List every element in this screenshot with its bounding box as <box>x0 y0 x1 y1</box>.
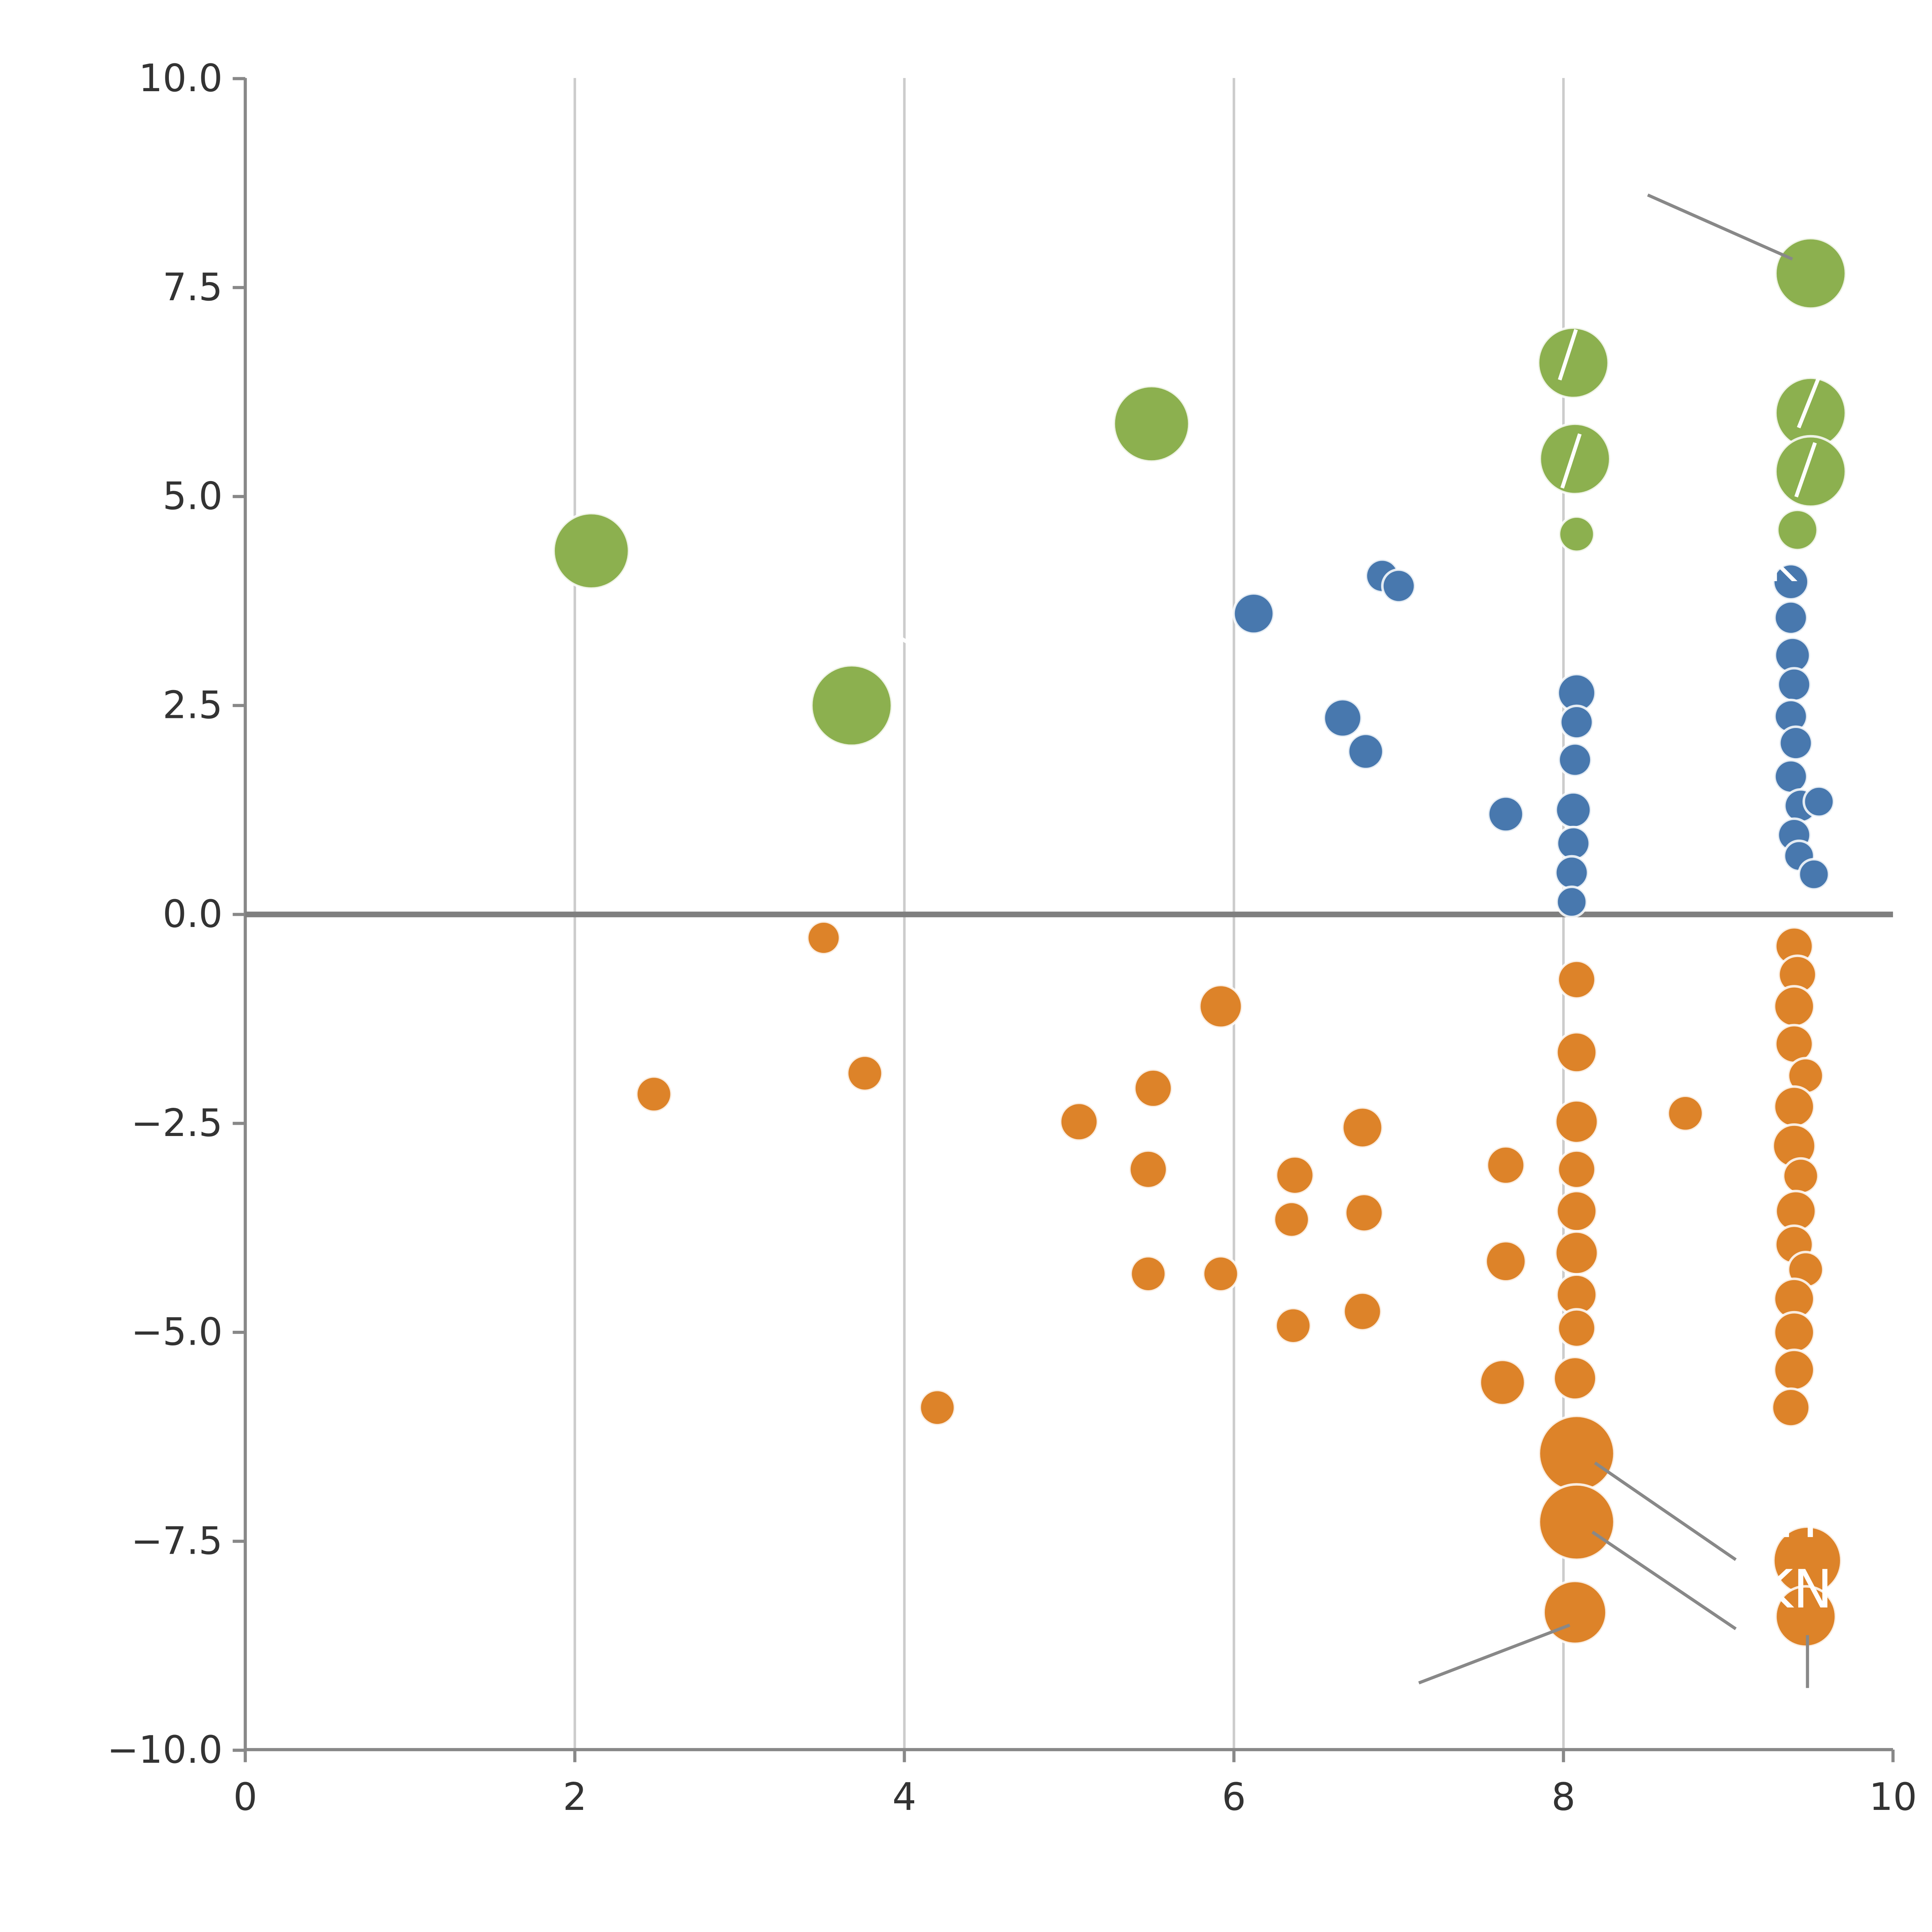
data-point-blue <box>1776 667 1812 702</box>
data-point-orange <box>1485 1145 1526 1185</box>
data-point-blue <box>1381 568 1417 604</box>
data-point-orange <box>1342 1291 1383 1332</box>
data-point-orange <box>1537 1414 1616 1493</box>
data-point-blue <box>1802 785 1835 818</box>
data-point-orange <box>1772 985 1816 1028</box>
data-point-orange <box>1275 1155 1315 1196</box>
data-point-orange <box>1772 1349 1816 1391</box>
y-tick-label: 5.0 <box>163 474 223 519</box>
data-point-orange <box>1556 1308 1597 1349</box>
data-point-orange <box>1537 1483 1616 1561</box>
data-point-orange <box>1555 1190 1598 1233</box>
data-point-blue <box>1557 742 1593 777</box>
annotation-leader-line <box>1594 1461 1737 1561</box>
data-point-blue <box>1772 563 1810 601</box>
data-point-orange <box>1344 1192 1384 1233</box>
annotation-label: K <box>1769 542 1798 592</box>
y-tick-label: 7.5 <box>163 265 223 310</box>
data-point-orange <box>1554 1230 1599 1276</box>
data-point-orange <box>1552 1355 1598 1401</box>
data-point-orange <box>635 1075 673 1113</box>
data-point-orange <box>1272 1201 1311 1238</box>
data-point-blue <box>1487 795 1525 833</box>
data-point-orange <box>1478 1359 1527 1406</box>
data-point-orange <box>1274 1306 1312 1345</box>
annotation-leader-line-white <box>1797 376 1821 429</box>
data-point-orange <box>1555 1031 1598 1074</box>
data-point-green <box>1537 326 1610 400</box>
data-point-orange <box>1484 1240 1527 1283</box>
y-tick-label: −7.5 <box>131 1519 223 1563</box>
data-point-green <box>1776 509 1819 551</box>
data-point-green <box>810 664 893 747</box>
data-point-orange <box>846 1054 884 1092</box>
data-point-orange <box>1666 1094 1704 1133</box>
data-point-orange <box>1782 1157 1820 1195</box>
data-point-orange <box>1556 1149 1597 1190</box>
x-tick-label: 6 <box>1222 1775 1246 1819</box>
data-point-blue <box>1773 600 1809 636</box>
data-point-blue <box>1322 698 1363 738</box>
data-point-blue <box>1347 732 1385 770</box>
data-point-blue <box>1556 826 1591 861</box>
annotation-label: PYR <box>1740 1488 1839 1550</box>
data-point-blue <box>1232 592 1275 635</box>
data-point-blue <box>1773 759 1809 794</box>
x-tick-label: 4 <box>892 1775 916 1819</box>
data-point-orange <box>1198 983 1243 1029</box>
data-point-orange <box>1774 1585 1837 1648</box>
annotation-leader-line <box>1418 1623 1570 1685</box>
data-point-green <box>1774 237 1847 310</box>
x-tick-label: 2 <box>563 1775 587 1819</box>
data-point-green <box>1558 515 1596 553</box>
data-point-blue <box>1554 855 1590 890</box>
data-point-blue <box>1778 725 1814 761</box>
annotation-leader-line <box>1647 193 1793 261</box>
annotation-leader-line-white <box>1558 329 1578 381</box>
y-tick-label: −10.0 <box>107 1728 223 1772</box>
data-point-orange <box>1202 1255 1240 1293</box>
data-point-orange <box>1542 1580 1608 1645</box>
annotation-label: KNO <box>1759 1559 1874 1620</box>
data-point-orange <box>806 920 842 956</box>
data-point-orange <box>1772 1311 1816 1354</box>
annotation-leader-line-white <box>895 633 912 646</box>
data-point-green <box>552 512 631 590</box>
data-point-orange <box>918 1388 956 1427</box>
data-point-blue <box>1559 704 1594 740</box>
y-tick-label: 0.0 <box>163 892 223 936</box>
y-tick-label: −2.5 <box>131 1101 223 1145</box>
data-point-orange <box>1341 1106 1384 1149</box>
y-tick-label: 2.5 <box>163 683 223 727</box>
annotation-leader-line <box>1591 1531 1737 1630</box>
data-point-orange <box>1554 1099 1599 1145</box>
data-point-orange <box>1772 1085 1816 1128</box>
data-point-green <box>1112 384 1191 463</box>
data-point-orange <box>1556 959 1597 1000</box>
x-tick-label: 0 <box>233 1775 257 1819</box>
data-point-blue <box>1555 885 1588 918</box>
data-point-orange <box>1129 1255 1167 1293</box>
data-point-orange <box>1133 1068 1173 1109</box>
x-tick-label: 8 <box>1551 1775 1575 1819</box>
x-tick-label: 10 <box>1869 1775 1917 1819</box>
data-point-orange <box>1770 1387 1811 1428</box>
data-point-green <box>1774 435 1847 508</box>
data-point-blue <box>1798 858 1830 891</box>
y-tick-label: 10.0 <box>139 56 223 100</box>
data-point-orange <box>1128 1149 1168 1190</box>
annotation-leader-line-white <box>1794 442 1817 498</box>
data-point-green <box>1538 422 1612 496</box>
data-point-blue <box>1554 791 1592 829</box>
y-tick-label: −5.0 <box>131 1310 223 1354</box>
annotation-leader-line-white <box>1560 433 1582 489</box>
data-point-orange <box>1059 1101 1099 1142</box>
